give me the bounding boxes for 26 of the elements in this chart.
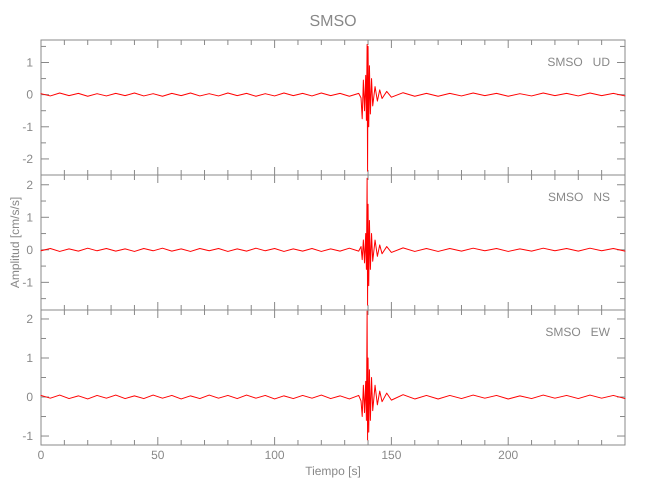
line-series: [40, 178, 626, 306]
y-tick-label: -1: [22, 429, 34, 444]
annotation: SMSO EW: [545, 325, 611, 339]
x-tick-label: 150: [381, 448, 402, 462]
y-tick-label: 2: [26, 312, 34, 326]
y-tick-label: 1: [26, 350, 34, 365]
y-tick-label: 1: [26, 56, 34, 70]
y-axis-title: Amplitud [cm/s/s]: [8, 196, 22, 288]
chart-title: SMSO: [309, 13, 357, 30]
x-tick-label: 100: [264, 448, 285, 462]
x-tick-label: 50: [151, 448, 165, 462]
y-tick-label: -1: [22, 275, 34, 290]
y-tick-label: -1: [22, 120, 34, 134]
y-tick-label: 0: [26, 390, 34, 404]
y-tick-label: -2: [22, 152, 34, 166]
line-series: [40, 44, 626, 172]
y-tick-label: 0: [26, 88, 34, 102]
x-axis-title: Tiempo [s]: [305, 464, 361, 478]
annotation: SMSO UD: [547, 55, 610, 69]
x-tick-label: 200: [498, 448, 519, 462]
line-series: [40, 310, 626, 440]
y-tick-label: 0: [26, 242, 34, 257]
annotation: SMSO NS: [548, 190, 610, 204]
y-tick-label: 2: [26, 178, 34, 192]
y-tick-label: 1: [26, 210, 34, 224]
x-tick-label: 0: [38, 448, 45, 462]
